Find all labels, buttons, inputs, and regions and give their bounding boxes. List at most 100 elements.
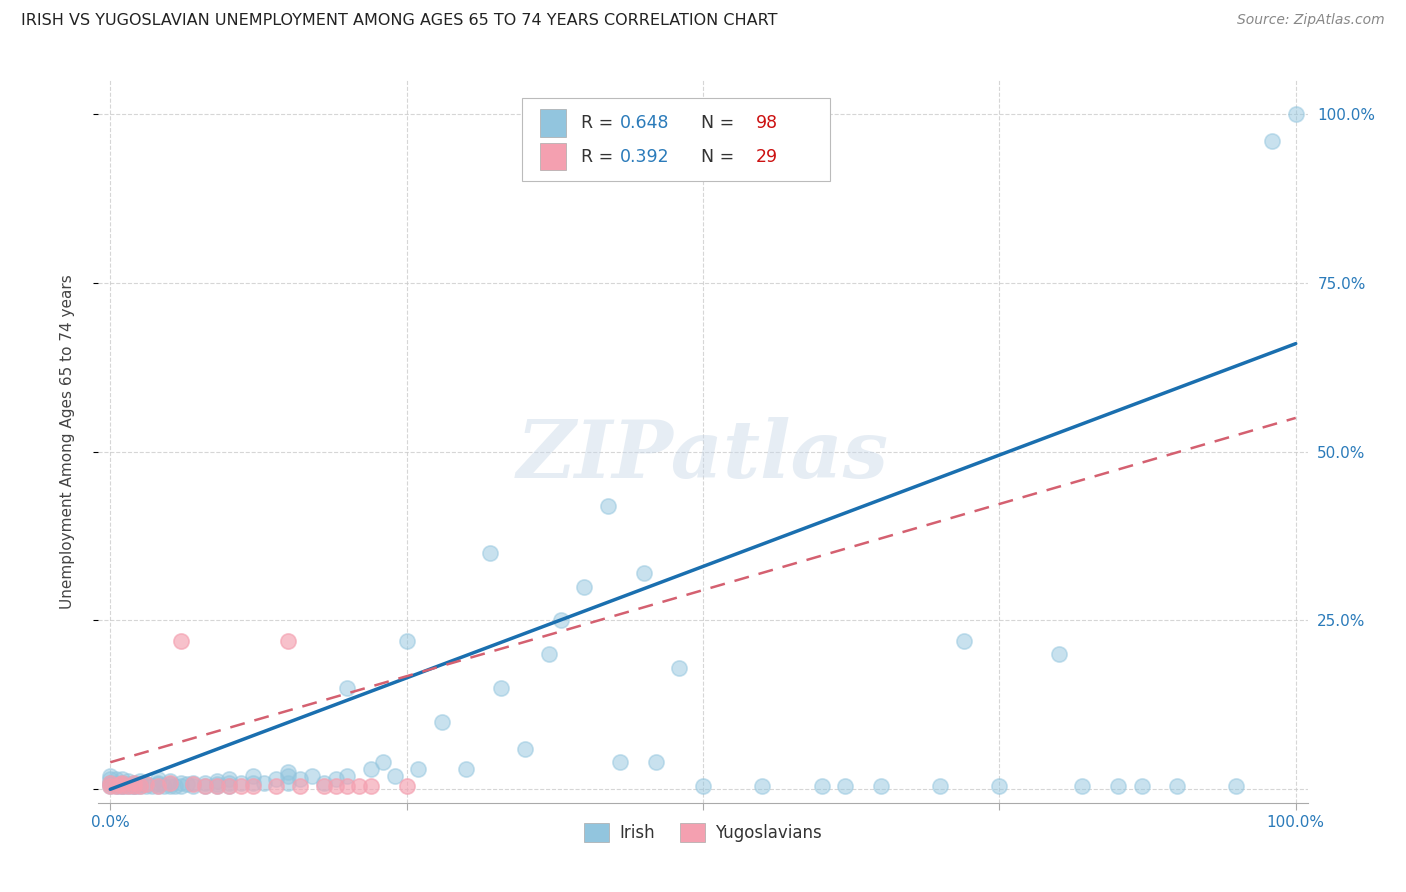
Point (159, 777, 181, 791)
Point (108, 777, 131, 791)
Point (105, 779, 128, 793)
Point (395, 633, 418, 648)
Point (242, 775, 264, 789)
Point (205, 779, 228, 793)
Point (1261, 134, 1284, 148)
Point (1166, 779, 1188, 793)
Point (336, 779, 359, 793)
Point (1285, 107, 1308, 121)
Point (218, 775, 240, 789)
Point (205, 777, 228, 791)
Point (598, 499, 620, 513)
Text: 0.392: 0.392 (620, 147, 669, 166)
Point (135, 779, 157, 793)
Text: N =: N = (690, 147, 740, 166)
Point (692, 779, 714, 793)
Point (491, 681, 513, 695)
Text: R =: R = (581, 147, 619, 166)
Point (129, 774, 152, 789)
Point (114, 779, 136, 793)
Point (181, 777, 204, 791)
Point (312, 775, 335, 789)
Point (360, 762, 382, 776)
Point (395, 779, 418, 793)
Point (325, 772, 347, 787)
FancyBboxPatch shape (522, 98, 830, 181)
Point (277, 765, 299, 780)
Point (176, 777, 198, 791)
Point (408, 762, 430, 776)
Point (1130, 779, 1153, 793)
Point (129, 779, 152, 793)
Point (122, 779, 145, 793)
Text: Source: ZipAtlas.com: Source: ZipAtlas.com (1237, 13, 1385, 28)
Point (194, 775, 217, 789)
Point (360, 779, 382, 793)
Point (159, 779, 181, 793)
Point (253, 775, 276, 789)
Point (336, 681, 359, 695)
Point (277, 633, 299, 648)
Point (125, 779, 148, 793)
Point (98, 779, 121, 793)
Text: ZIPatlas: ZIPatlas (517, 417, 889, 495)
Point (122, 775, 145, 789)
Point (478, 546, 501, 560)
Point (159, 774, 181, 789)
Point (312, 779, 335, 793)
Point (952, 633, 974, 648)
Point (105, 777, 128, 791)
Point (146, 775, 169, 789)
Point (242, 769, 264, 783)
Point (1047, 647, 1070, 661)
Point (537, 647, 560, 661)
Point (146, 779, 169, 793)
Point (111, 772, 134, 787)
Text: 98: 98 (756, 114, 779, 132)
Point (242, 779, 264, 793)
Point (288, 779, 311, 793)
Point (1225, 779, 1247, 793)
Point (205, 779, 228, 793)
Y-axis label: Unemployment Among Ages 65 to 74 years: Unemployment Among Ages 65 to 74 years (60, 274, 75, 609)
Point (288, 772, 311, 787)
Point (432, 714, 454, 729)
Point (98, 769, 121, 783)
Point (98, 772, 121, 787)
Point (129, 777, 152, 791)
Text: 29: 29 (756, 147, 779, 166)
Point (229, 775, 252, 789)
Point (810, 779, 832, 793)
Point (170, 775, 193, 789)
Point (264, 779, 287, 793)
Point (111, 777, 134, 791)
Point (550, 614, 572, 628)
Point (165, 779, 187, 793)
Point (194, 779, 217, 793)
Point (170, 633, 193, 648)
Point (107, 779, 129, 793)
Legend: Irish, Yugoslavians: Irish, Yugoslavians (578, 816, 828, 848)
Point (98, 777, 121, 791)
FancyBboxPatch shape (540, 143, 567, 170)
Point (371, 756, 394, 770)
Point (633, 566, 655, 581)
Point (277, 769, 299, 783)
Point (135, 777, 157, 791)
Point (384, 769, 406, 783)
Point (869, 779, 891, 793)
Point (929, 779, 952, 793)
Point (122, 775, 145, 789)
Point (218, 779, 240, 793)
Point (609, 756, 631, 770)
Point (111, 775, 134, 789)
Text: R =: R = (581, 114, 619, 132)
Point (98, 779, 121, 793)
Text: IRISH VS YUGOSLAVIAN UNEMPLOYMENT AMONG AGES 65 TO 74 YEARS CORRELATION CHART: IRISH VS YUGOSLAVIAN UNEMPLOYMENT AMONG … (21, 13, 778, 29)
Point (122, 777, 145, 791)
Point (834, 779, 856, 793)
Point (152, 779, 174, 793)
Point (146, 772, 169, 787)
Point (117, 774, 139, 789)
Point (194, 779, 217, 793)
